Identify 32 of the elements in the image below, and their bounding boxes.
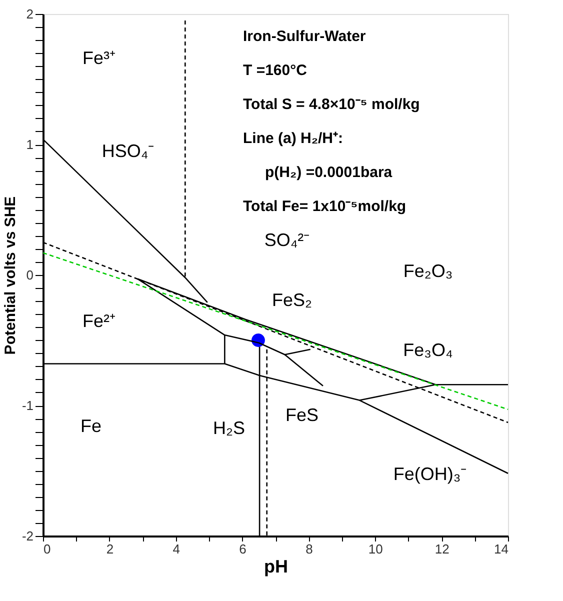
- annotation: FeS: [285, 405, 319, 425]
- annotation: Fe₃O₄: [403, 340, 453, 360]
- annotation: SO₄²⁻: [264, 230, 310, 250]
- annotation: HSO₄⁻: [102, 141, 154, 161]
- y-tick-label: 2: [26, 6, 34, 22]
- annotation: Total S = 4.8×10⁻⁵ mol/kg: [243, 96, 420, 113]
- annotation: Fe: [80, 416, 102, 436]
- annotation: Total Fe= 1x10⁻⁵mol/kg: [243, 198, 406, 215]
- annotation: Fe₂O₃: [403, 261, 453, 281]
- y-tick-label: -1: [22, 398, 34, 413]
- x-axis-title: pH: [264, 556, 288, 576]
- annotation: H₂S: [213, 418, 245, 438]
- x-tick-label: 6: [239, 542, 246, 556]
- annotation: FeS₂: [272, 290, 312, 310]
- annotation: Iron-Sulfur-Water: [243, 28, 366, 45]
- x-tick-label: 8: [306, 542, 313, 556]
- x-tick-label: 10: [368, 542, 383, 556]
- annotation: p(H₂) =0.0001bara: [265, 164, 393, 181]
- annotation: Line (a) H₂/H⁺:: [243, 130, 343, 147]
- annotation: Fe²⁺: [82, 311, 116, 331]
- y-tick-label: -2: [22, 528, 34, 544]
- y-axis-title: Potential volts vs SHE: [2, 196, 19, 355]
- x-tick-label: 4: [172, 542, 180, 556]
- y-tick-label: 1: [26, 137, 34, 152]
- x-tick-label: 0: [44, 542, 51, 556]
- x-tick-label: 12: [434, 542, 450, 556]
- y-tick-label: 0: [26, 268, 34, 282]
- annotation: T =160°C: [243, 62, 308, 79]
- x-tick-label: 14: [494, 542, 508, 556]
- x-tick-label: 2: [106, 542, 114, 556]
- annotation: Fe³⁺: [82, 48, 116, 68]
- annotation: Fe(OH)₃⁻: [393, 464, 467, 484]
